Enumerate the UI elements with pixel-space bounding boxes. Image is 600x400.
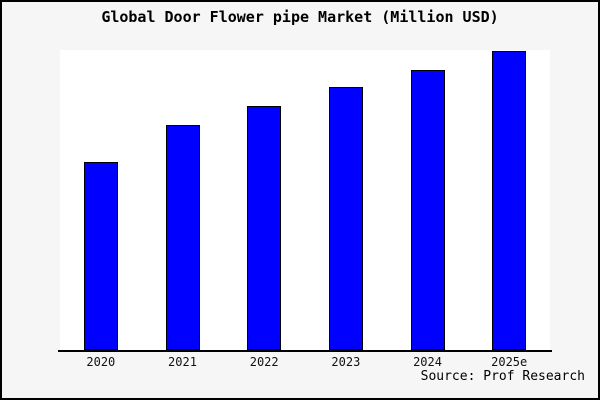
bar-2021 <box>166 125 200 350</box>
x-tick-label-2022: 2022 <box>249 355 279 369</box>
bar-2020 <box>84 162 118 350</box>
x-tick-label-2023: 2023 <box>331 355 361 369</box>
x-tick-label-2024: 2024 <box>413 355 442 369</box>
bar-2025e <box>492 51 526 350</box>
x-tick-label-2020: 2020 <box>86 355 116 369</box>
x-axis-line <box>58 350 552 352</box>
plot-area <box>60 50 550 350</box>
x-axis-tick-labels: 2020 2021 2022 2023 2024 2025e <box>60 355 550 370</box>
bar-2024 <box>411 70 445 350</box>
x-tick-label-2025e: 2025e <box>491 355 528 369</box>
source-note: Source: Prof Research <box>420 369 585 384</box>
chart-title: Global Door Flower pipe Market (Million … <box>101 8 499 26</box>
bar-2022 <box>247 106 281 350</box>
x-tick-label-2021: 2021 <box>168 355 197 369</box>
bar-2023 <box>329 87 363 350</box>
